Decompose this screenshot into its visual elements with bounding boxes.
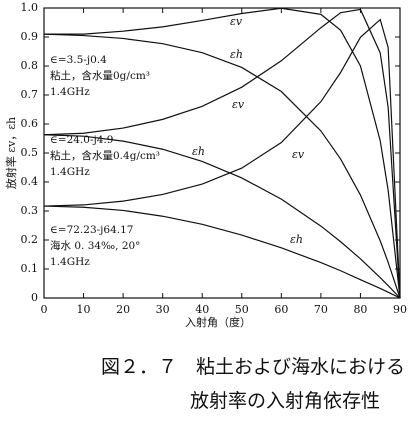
annotation: 1.4GHz bbox=[50, 86, 90, 98]
x-axis-label: 入射角（度） bbox=[185, 315, 251, 329]
curve bbox=[43, 18, 401, 299]
x-tick-label: 0 bbox=[41, 303, 48, 316]
curve-label: εh bbox=[290, 233, 303, 246]
y-tick-label: 0.8 bbox=[21, 59, 39, 72]
curve-label: εh bbox=[230, 48, 243, 61]
x-tick-label: 60 bbox=[274, 303, 288, 316]
annotation: ∈=72.23-j64.17 bbox=[50, 224, 134, 236]
y-tick-label: 0.3 bbox=[21, 204, 39, 217]
annotation: ∈=3.5-j0.4 bbox=[50, 54, 107, 66]
y-tick-label: 0.4 bbox=[21, 175, 39, 188]
x-tick-label: 30 bbox=[156, 303, 170, 316]
annotation: 粘土，含水量0g/cm³ bbox=[50, 69, 150, 82]
x-tick-label: 20 bbox=[116, 303, 130, 316]
annotation: 1.4GHz bbox=[50, 166, 90, 178]
x-tick-label: 50 bbox=[235, 303, 249, 316]
y-tick-label: 0.9 bbox=[21, 30, 39, 43]
x-tick-label: 10 bbox=[77, 303, 91, 316]
caption: 図２．７ 粘土および海水における bbox=[101, 356, 405, 378]
curve-label: εv bbox=[232, 98, 245, 111]
y-tick-label: 0.6 bbox=[21, 117, 39, 130]
y-tick-label: 1.0 bbox=[21, 1, 39, 14]
y-tick-label: 0 bbox=[31, 291, 38, 304]
curve bbox=[43, 8, 401, 299]
x-tick-label: 70 bbox=[314, 303, 328, 316]
annotation: ∈=24.0-j4.9 bbox=[50, 134, 113, 146]
annotation: 1.4GHz bbox=[50, 256, 90, 268]
y-tick-label: 0.7 bbox=[21, 88, 39, 101]
x-tick-label: 90 bbox=[393, 303, 407, 316]
curve bbox=[43, 205, 401, 299]
curve-label: εv bbox=[292, 148, 305, 161]
y-axis-label: 放射率 εv，εh bbox=[4, 117, 18, 189]
curve-label: εv bbox=[230, 15, 243, 28]
annotation: 海水 0. 34‰, 20° bbox=[50, 239, 140, 252]
y-tick-label: 0.5 bbox=[21, 146, 39, 159]
curve bbox=[44, 7, 401, 299]
x-tick-label: 40 bbox=[195, 303, 209, 316]
curve bbox=[43, 33, 401, 299]
caption: 放射率の入射角依存性 bbox=[190, 390, 380, 412]
y-tick-label: 0.2 bbox=[21, 233, 39, 246]
annotation: 粘土，含水量0.4g/cm³ bbox=[50, 149, 160, 162]
curve bbox=[43, 134, 401, 299]
curve-label: εh bbox=[192, 145, 205, 158]
y-tick-label: 0.1 bbox=[21, 262, 39, 275]
x-tick-label: 80 bbox=[353, 303, 367, 316]
